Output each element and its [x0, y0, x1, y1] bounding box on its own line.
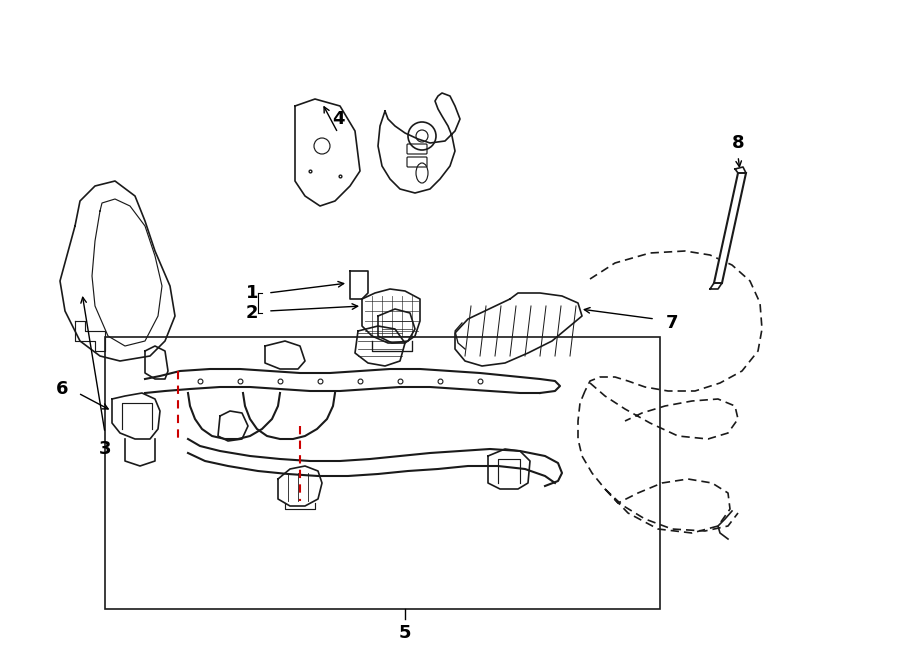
Bar — [105, 337, 660, 609]
Text: 5: 5 — [399, 624, 411, 642]
Text: 2: 2 — [246, 304, 258, 322]
Text: 4: 4 — [332, 110, 344, 128]
Text: 7: 7 — [666, 314, 679, 332]
Text: 6: 6 — [56, 380, 68, 398]
Text: 8: 8 — [732, 134, 744, 152]
Text: 3: 3 — [99, 440, 112, 458]
Polygon shape — [714, 173, 746, 283]
Text: 1: 1 — [246, 284, 258, 302]
